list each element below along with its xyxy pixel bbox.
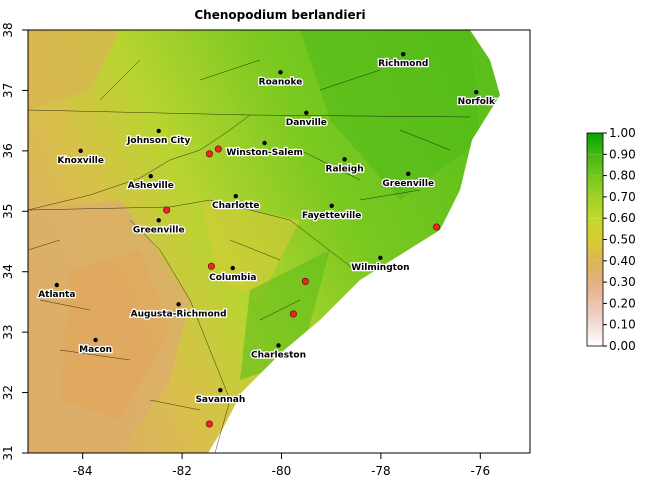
city-label: Norfolk [458,97,496,107]
city-dot [156,128,161,134]
colorbar-segment [587,303,603,325]
y-tick-label: 38 [1,22,15,37]
city-label: Greenville [382,179,434,189]
map-title: Chenopodium berlandieri [194,8,365,22]
city-label: Wilmington [351,263,409,273]
city-label: Knoxville [57,156,104,166]
city-label: Raleigh [326,164,364,174]
city-label: Asheville [128,181,174,191]
x-tick-label: -82 [172,464,192,478]
city-dot [230,265,235,271]
colorbar-tick-label: 0.10 [609,318,636,332]
y-tick-label: 33 [1,325,15,340]
city-dot [276,343,281,348]
city-dot [342,157,347,162]
city-dot [406,171,411,177]
city-label: Roanoke [259,77,303,87]
x-tick-label: -78 [371,464,391,478]
city-label: Augusta-Richmond [131,309,227,319]
occurrence-point [301,277,309,285]
colorbar-segment [587,324,603,346]
colorbar-tick-label: 0.30 [609,275,636,289]
city-dot [262,140,267,146]
colorbar-tick-label: 0.20 [609,296,636,310]
colorbar-tick-label: 0.60 [609,211,636,225]
city-label: Danville [286,118,327,128]
city-label: Macon [79,345,112,355]
colorbar-segment [587,154,603,176]
colorbar-segment [587,260,603,283]
city-label: Fayetteville [302,211,361,221]
city-label: Winston-Salem [226,148,303,158]
y-tick-label: 31 [1,445,15,460]
city-label: Charlotte [212,201,260,211]
suitability-raster [28,30,530,453]
colorbar-segment [587,282,603,304]
y-tick-label: 37 [1,83,15,98]
x-tick-label: -84 [73,464,93,478]
colorbar-segment [587,175,603,197]
y-tick-label: 36 [1,143,15,158]
city-label: Charleston [251,350,306,360]
city-label: Columbia [209,273,256,283]
colorbar-segment [587,218,603,240]
city-dot [78,148,83,154]
colorbar-tick-label: 0.80 [609,169,636,183]
x-tick-label: -80 [272,464,292,478]
colorbar-tick-label: 0.50 [609,233,636,247]
occurrence-point [433,223,441,231]
colorbar-segment [587,133,603,155]
colorbar-segment [587,196,603,219]
colorbar-tick-label: 0.00 [609,339,636,353]
city-label: Richmond [378,59,428,69]
city-dot [278,70,283,75]
city-dot [378,255,383,261]
city-dot [93,337,98,343]
occurrence-point [289,310,297,318]
city-label: Atlanta [38,290,75,300]
occurrence-point [205,420,213,428]
y-tick-label: 34 [1,264,15,279]
city-dot [329,203,334,209]
y-tick-label: 35 [1,204,15,219]
occurrence-point [205,150,213,158]
colorbar-tick-label: 1.00 [609,126,636,140]
colorbar-segment [587,239,603,261]
y-tick-label: 32 [1,385,15,400]
plot-frame [27,29,531,454]
city-label: Johnson City [126,136,190,146]
city-label: Greenville [133,225,185,235]
city-dot [156,218,161,223]
city-dot [54,282,60,288]
city-dot [401,51,406,57]
city-dot [148,174,153,179]
city-dot [474,90,479,95]
city-dot [176,302,181,307]
city-dot [218,387,223,393]
x-tick-label: -76 [470,464,490,478]
occurrence-point [207,262,215,270]
colorbar-tick-label: 0.90 [609,147,636,161]
city-dot [233,193,238,199]
city-label: Savannah [195,395,245,405]
colorbar-tick-label: 0.70 [609,190,636,204]
occurrence-point [214,145,222,153]
occurrence-point [163,206,171,214]
city-dot [304,110,309,115]
colorbar-tick-label: 0.40 [609,254,636,268]
